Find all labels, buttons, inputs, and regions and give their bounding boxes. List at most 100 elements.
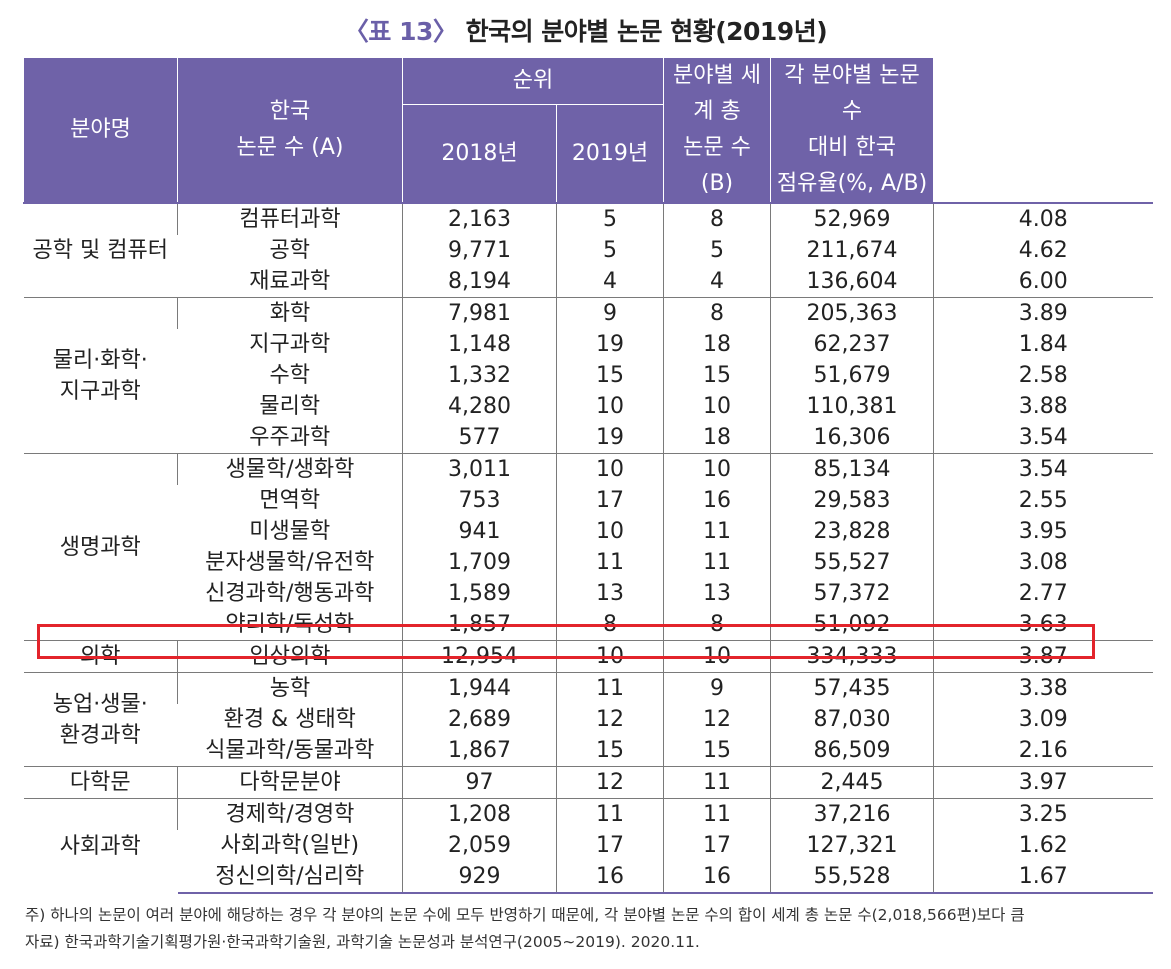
world-count-cell: 205,363: [770, 297, 934, 329]
category-cell: 농업·생물· 환경과학: [23, 672, 178, 767]
korea-count-cell: 8,194: [402, 266, 557, 298]
share-cell: 2.58: [933, 360, 1153, 391]
category-cell: 생명과학: [23, 453, 178, 641]
table-row: 물리·화학· 지구과학 화학 7,981 9 8 205,363 3.89: [23, 297, 1153, 454]
field-cell: 우주과학: [249, 425, 331, 450]
share-cell: 3.09: [933, 704, 1153, 735]
category-cell: 다학문: [23, 766, 178, 799]
share-cell: 4.08: [933, 202, 1153, 235]
table-title: 〈표 13〉 한국의 분야별 논문 현황(2019년): [0, 12, 1171, 48]
rank-2018-cell: 11: [555, 672, 664, 704]
header-field: 분야명: [23, 57, 178, 204]
rank-2019-cell: 16: [663, 861, 771, 894]
world-count-cell: 52,969: [770, 202, 934, 235]
share-cell: 1.84: [933, 329, 1153, 360]
korea-count-cell: 4,280: [402, 391, 557, 422]
rank-2019-cell: 15: [663, 735, 771, 767]
header-rank: 순위: [401, 56, 665, 106]
rank-2019-cell: 12: [663, 704, 771, 735]
rank-2019-cell: 11: [663, 766, 771, 799]
world-count-cell: 57,372: [770, 578, 934, 609]
table-row: 다학문 다학문분야 97 12 11 2,445 3.97: [23, 766, 1153, 799]
rank-2018-cell: 10: [555, 516, 664, 547]
field-cell: 수학: [269, 363, 310, 388]
table-row: 생명과학 생물학/생화학 3,011 10 10 85,134 3.54: [23, 453, 1153, 641]
korea-count-cell: 929: [402, 861, 557, 894]
world-count-cell: 127,321: [770, 830, 934, 861]
rank-2018-cell: 12: [555, 766, 664, 799]
header-share: 각 분야별 논문 수 대비 한국 점유율(%, A/B): [770, 57, 935, 204]
share-cell: 2.77: [933, 578, 1153, 609]
header-rank-2018: 2018년: [402, 104, 557, 204]
table-title-text: 한국의 분야별 논문 현황(2019년): [465, 17, 828, 46]
rank-2018-cell: 13: [555, 578, 664, 609]
world-count-cell: 86,509: [770, 735, 934, 767]
world-count-cell: 23,828: [770, 516, 934, 547]
table-row: 사회과학 경제학/경영학 1,208 11 11 37,216 3.25: [23, 798, 1153, 893]
share-cell: 3.87: [933, 640, 1153, 673]
table-row: 식물과학/동물과학 1,867 15 15 86,509 2.16: [24, 735, 1153, 767]
rank-2019-cell: 16: [663, 485, 771, 516]
category-cell: 물리·화학· 지구과학: [23, 297, 178, 454]
rank-2018-cell: 15: [555, 735, 664, 767]
field-cell: 분자생물학/유전학: [205, 550, 375, 575]
rank-2018-cell: 17: [555, 830, 664, 861]
table-body: 공학 및 컴퓨터 컴퓨터과학 2,163 5 8 52,969 4.08 공학 9,771 5 5 2…: [23, 202, 1153, 894]
table-row: 재료과학 8,194 4 4 136,604 6.00: [24, 266, 1153, 298]
world-count-cell: 51,092: [770, 609, 934, 641]
rank-2019-cell: 8: [663, 297, 771, 329]
rank-2019-cell: 18: [663, 422, 771, 454]
field-cell: 신경과학/행동과학: [205, 581, 375, 606]
rank-2019-cell: 4: [663, 266, 771, 298]
share-cell: 3.63: [933, 609, 1153, 641]
rank-2019-cell: 5: [663, 235, 771, 266]
korea-count-cell: 1,589: [402, 578, 557, 609]
share-cell: 3.89: [933, 297, 1153, 329]
korea-count-cell: 1,148: [402, 329, 557, 360]
field-cell: 화학: [177, 297, 403, 329]
share-cell: 4.62: [933, 235, 1153, 266]
header-korea-count: 한국 논문 수 (A): [177, 57, 403, 204]
korea-count-cell: 9,771: [402, 235, 557, 266]
korea-count-cell: 2,059: [402, 830, 557, 861]
rank-2018-cell: 11: [555, 798, 664, 830]
world-count-cell: 2,445: [770, 766, 934, 799]
field-cell: 사회과학(일반): [220, 833, 360, 858]
category-cell: 의학: [23, 640, 178, 673]
table-row: 분자생물학/유전학 1,709 11 11 55,527 3.08: [24, 547, 1153, 578]
world-count-cell: 55,527: [770, 547, 934, 578]
header-korea-count-line1: 한국: [269, 99, 311, 124]
table-row: 의학 임상의학 12,954 10 10 334,333 3.87: [23, 640, 1153, 673]
korea-count-cell: 7,981: [402, 297, 557, 329]
header-world-count-line2: 논문 수 (B): [683, 135, 751, 196]
share-cell: 3.25: [933, 798, 1153, 830]
world-count-cell: 55,528: [770, 861, 934, 894]
world-count-cell: 110,381: [770, 391, 934, 422]
korea-count-cell: 97: [402, 766, 557, 799]
field-cell: 면역학: [259, 488, 321, 513]
field-cell: 생물학/생화학: [177, 453, 403, 485]
share-cell: 2.16: [933, 735, 1153, 767]
korea-count-cell: 1,867: [402, 735, 557, 767]
field-cell: 농학: [177, 672, 403, 704]
field-papers-table: 분야명 한국 논문 수 (A) 순위 분야별 세계 총 논문 수 (B) 각 분…: [23, 56, 1153, 894]
share-cell: 1.62: [933, 830, 1153, 861]
table-row: 공학 9,771 5 5 211,674 4.62: [24, 235, 1153, 266]
field-cell: 정신의학/심리학: [177, 861, 403, 894]
header-korea-count-line2: 논문 수 (A): [236, 135, 344, 160]
table-row: 미생물학 941 10 11 23,828 3.95: [24, 516, 1153, 547]
header-share-line2: 대비 한국: [808, 135, 896, 160]
rank-2018-cell: 12: [555, 704, 664, 735]
rank-2018-cell: 19: [555, 329, 664, 360]
korea-count-cell: 1,709: [402, 547, 557, 578]
field-cell: 지구과학: [249, 332, 331, 357]
share-cell: 3.97: [933, 766, 1153, 799]
rank-2018-cell: 16: [555, 861, 664, 894]
rank-2018-cell: 19: [555, 422, 664, 454]
field-cell: 공학: [269, 238, 310, 263]
share-cell: 3.08: [933, 547, 1153, 578]
share-cell: 3.54: [933, 422, 1153, 454]
table-row: 사회과학(일반) 2,059 17 17 127,321 1.62: [24, 830, 1153, 861]
share-cell: 6.00: [933, 266, 1153, 298]
rank-2019-cell: 11: [663, 798, 771, 830]
